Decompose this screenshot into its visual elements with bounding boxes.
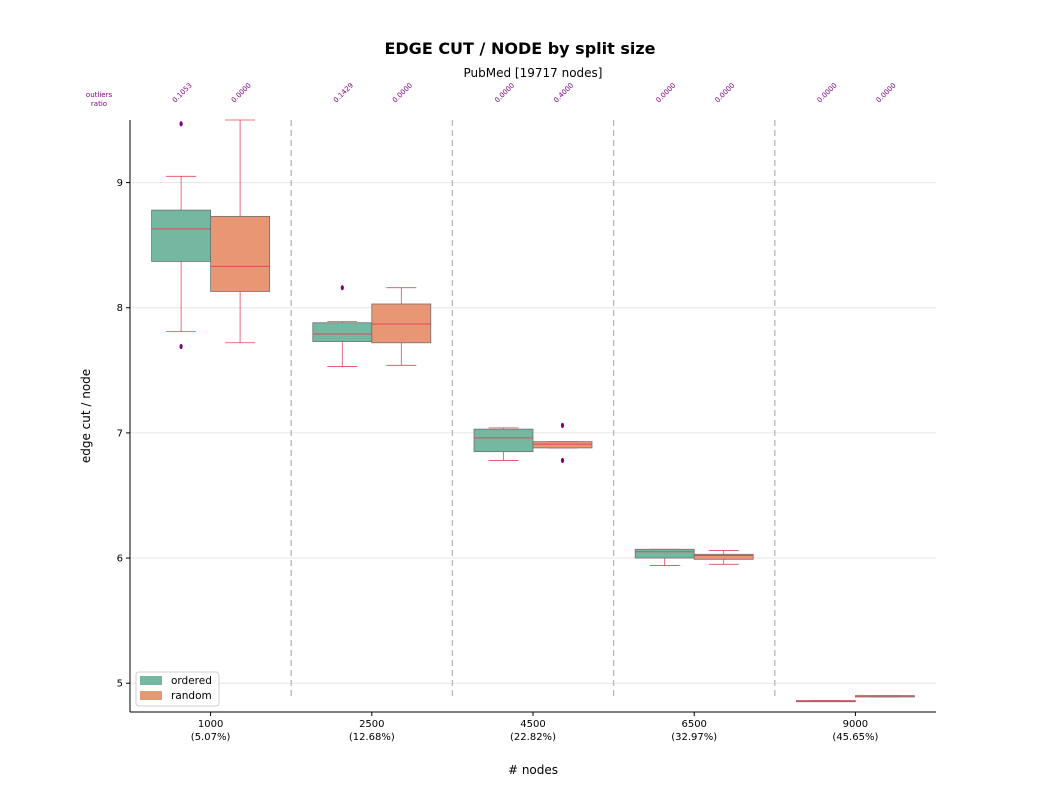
chart-subtitle: PubMed [19717 nodes]	[464, 66, 603, 80]
y-tick-label: 8	[117, 303, 123, 314]
outlier-point	[560, 422, 565, 428]
outlier-ratio-value: 0.0000	[713, 81, 736, 104]
box-body	[312, 322, 373, 342]
box-body	[473, 428, 534, 453]
box-body	[634, 548, 695, 559]
legend-swatch-ordered	[140, 676, 162, 685]
outlier-ratio-value: 0.0000	[493, 81, 516, 104]
box-ordered	[634, 548, 695, 566]
outliers-ratio-header: ratio	[91, 100, 107, 108]
y-axis-label: edge cut / node	[79, 369, 93, 463]
y-tick-label: 9	[117, 178, 123, 189]
box-random	[693, 550, 754, 565]
outlier-point	[560, 457, 565, 464]
outlier-ratio-value: 0.1429	[332, 81, 355, 104]
x-tick-sublabel: (45.65%)	[832, 732, 878, 743]
legend-label-random: random	[171, 690, 212, 702]
box-body	[210, 215, 271, 292]
x-tick-sublabel: (22.82%)	[510, 732, 556, 743]
x-tick-label: 9000	[843, 719, 868, 730]
outlier-point	[179, 121, 183, 127]
y-tick-label: 7	[117, 428, 123, 439]
box-ordered	[151, 121, 212, 350]
box-body	[693, 553, 754, 560]
outlier-ratio-value: 0.0000	[816, 81, 839, 104]
outlier-point	[179, 343, 183, 350]
x-tick-sublabel: (5.07%)	[191, 732, 231, 743]
outlier-ratios: 0.1053 0.1429 0.0000 0.0000 0.0000 0.0000 0.00…	[86, 81, 898, 108]
axes: 5 6 7 8 9 1000 (5.07%) 2500 (12.68%) 4500 (22.82%)…	[117, 120, 936, 743]
outlier-ratio-value: 0.4000	[552, 81, 575, 104]
x-axis-label: # nodes	[508, 763, 558, 777]
x-tick-sublabel: (12.68%)	[349, 732, 395, 743]
outlier-ratio-value: 0.0000	[654, 81, 677, 104]
x-tick-sublabel: (32.97%)	[671, 732, 717, 743]
box-body	[151, 209, 212, 262]
box-random	[210, 119, 271, 344]
box-ordered	[796, 700, 856, 703]
x-tick-label: 4500	[520, 719, 545, 730]
outlier-point	[340, 285, 344, 291]
legend-label-ordered: ordered	[171, 675, 212, 687]
outlier-ratio-value: 0.1053	[171, 81, 194, 104]
outliers-ratio-header: outliers	[86, 91, 113, 99]
box-random	[855, 695, 915, 698]
category-separators	[290, 120, 776, 699]
box-random	[371, 287, 432, 366]
chart-title: EDGE CUT / NODE by split size	[384, 39, 655, 58]
legend-swatch-random	[140, 691, 162, 700]
box-body	[371, 303, 432, 344]
y-tick-label: 5	[117, 679, 123, 690]
box-random	[532, 422, 593, 464]
box-body	[532, 441, 593, 449]
box-plots	[151, 119, 915, 703]
x-tick-label: 2500	[359, 719, 384, 730]
y-tick-label: 6	[117, 554, 123, 565]
x-tick-label: 6500	[681, 719, 706, 730]
box-ordered	[312, 285, 373, 367]
legend: ordered random	[135, 671, 220, 707]
x-tick-label: 1000	[198, 719, 223, 730]
outlier-ratio-value: 0.0000	[230, 81, 253, 104]
box-ordered	[473, 427, 534, 461]
outlier-ratio-value: 0.0000	[391, 81, 414, 104]
outlier-ratio-value: 0.0000	[875, 81, 898, 104]
